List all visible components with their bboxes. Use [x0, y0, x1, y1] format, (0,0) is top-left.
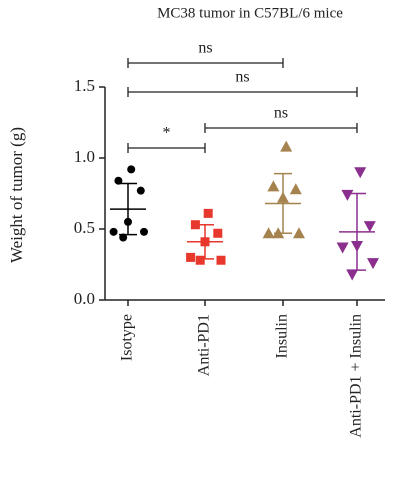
data-point: [213, 228, 223, 238]
x-tick-label: Insulin: [274, 314, 291, 358]
data-point: [363, 221, 376, 233]
data-point: [354, 167, 367, 179]
data-point: [119, 233, 128, 242]
data-point: [127, 165, 136, 174]
data-point: [289, 183, 302, 195]
y-tick-label: 0.0: [74, 289, 95, 308]
data-point: [346, 269, 359, 281]
error-bar: [119, 182, 137, 236]
significance-bracket: [127, 87, 358, 97]
data-point: [216, 255, 226, 265]
data-point: [114, 176, 123, 185]
data-point: [336, 242, 349, 254]
x-tick-label: Isotype: [119, 314, 136, 361]
y-tick-label: 0.5: [74, 218, 95, 237]
data-point: [136, 186, 145, 195]
x-tick-label: Anti-PD1: [196, 314, 213, 376]
chart-title: MC38 tumor in C57BL/6 mice: [157, 5, 343, 21]
data-point: [190, 220, 200, 230]
y-tick-label: 1.5: [74, 76, 95, 95]
data-point: [280, 140, 293, 152]
data-point: [186, 252, 196, 262]
significance-label: ns: [235, 69, 249, 86]
data-point: [293, 227, 305, 239]
data-point: [195, 255, 205, 265]
data-point: [267, 180, 280, 192]
data-point: [367, 258, 379, 270]
error-bar: [348, 192, 366, 271]
data-point: [203, 208, 213, 218]
significance-label: *: [163, 125, 171, 142]
error-bar: [196, 223, 214, 260]
significance-label: ns: [198, 40, 212, 57]
significance-label: ns: [274, 105, 288, 122]
data-point: [262, 227, 275, 239]
y-axis-label: Weight of tumor (g): [7, 127, 26, 263]
data-point: [341, 189, 354, 201]
data-point: [140, 227, 148, 236]
y-tick-label: 1.0: [74, 147, 95, 166]
error-bar: [274, 172, 292, 235]
significance-bracket: [127, 58, 284, 68]
significance-bracket: [204, 123, 358, 133]
data-point: [109, 227, 118, 236]
x-tick-label: Anti-PD1 + Insulin: [348, 314, 365, 438]
significance-bracket: [127, 143, 206, 153]
